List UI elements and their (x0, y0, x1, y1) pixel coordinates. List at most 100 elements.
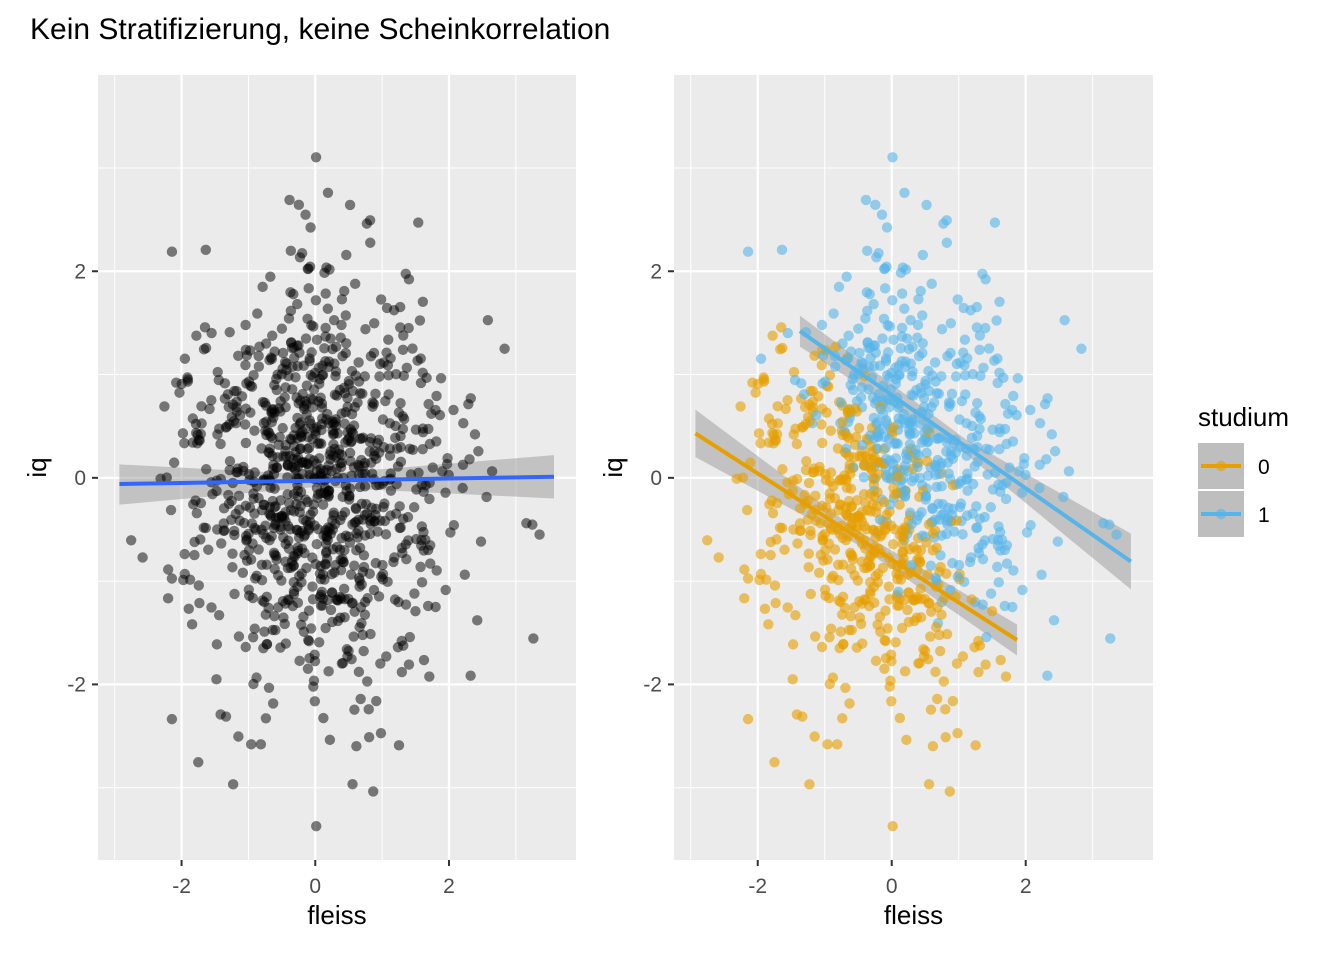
data-point (362, 592, 373, 604)
data-point (303, 523, 315, 534)
data-point-studium-1 (879, 283, 891, 294)
data-point-studium-1 (999, 544, 1011, 556)
data-point-studium-0 (775, 344, 786, 355)
data-point (161, 472, 173, 483)
data-point (309, 649, 320, 660)
data-point-studium-1 (894, 369, 905, 381)
data-point-studium-0 (737, 472, 749, 483)
data-point-studium-1 (959, 334, 971, 345)
data-point-studium-0 (776, 322, 787, 333)
data-point-studium-1 (1076, 343, 1087, 354)
data-point (341, 338, 352, 349)
data-point-studium-0 (845, 610, 856, 622)
data-point (339, 507, 351, 518)
data-point-studium-0 (870, 655, 882, 667)
data-point-studium-1 (960, 370, 971, 381)
data-point (240, 641, 251, 653)
data-point (299, 403, 310, 415)
data-point-studium-1 (1020, 469, 1031, 481)
data-point (249, 425, 260, 436)
data-point (355, 388, 366, 399)
data-point (475, 536, 487, 547)
data-point-studium-1 (987, 484, 999, 495)
data-point (285, 245, 297, 257)
data-point (191, 427, 202, 439)
data-point (381, 651, 392, 662)
data-point (349, 606, 360, 617)
data-point-studium-0 (802, 514, 813, 525)
x-tick-label: 0 (886, 875, 898, 898)
data-point-studium-1 (1063, 466, 1075, 477)
data-point (378, 357, 389, 368)
data-point (240, 530, 252, 542)
data-point-studium-1 (870, 199, 881, 211)
data-point (241, 350, 252, 361)
data-point (283, 497, 295, 509)
data-point (229, 588, 240, 600)
data-point-studium-0 (816, 437, 828, 449)
data-point (306, 319, 317, 331)
data-point-studium-1 (952, 571, 964, 582)
data-point-studium-0 (713, 552, 724, 563)
data-point-studium-0 (901, 734, 912, 746)
data-point (416, 577, 428, 588)
data-point-studium-0 (925, 704, 937, 715)
data-point (285, 524, 296, 535)
data-point (379, 498, 390, 509)
data-point-studium-0 (787, 639, 799, 650)
data-point-studium-0 (840, 682, 851, 693)
data-point-studium-0 (843, 450, 855, 462)
data-point (401, 362, 413, 373)
data-point-studium-0 (742, 573, 754, 584)
data-point-studium-0 (970, 740, 981, 751)
data-point-studium-1 (912, 319, 924, 331)
data-point-studium-0 (887, 422, 899, 433)
data-point (404, 443, 416, 455)
x-tick-label: 2 (443, 875, 455, 898)
data-point (261, 639, 273, 650)
data-point (305, 222, 316, 233)
data-point (344, 199, 356, 211)
data-point-studium-1 (993, 577, 1004, 588)
data-point-studium-0 (947, 695, 959, 707)
data-point-studium-1 (931, 575, 942, 586)
data-point-studium-1 (912, 461, 923, 473)
data-point (373, 434, 385, 445)
data-point (224, 326, 235, 338)
data-point-studium-1 (1042, 670, 1053, 681)
data-point-studium-1 (920, 491, 932, 502)
data-point-studium-0 (878, 496, 890, 508)
data-point (347, 519, 358, 530)
data-point-studium-0 (739, 564, 750, 575)
data-point (261, 429, 272, 441)
data-point-studium-0 (833, 595, 845, 606)
data-point (320, 322, 331, 334)
data-point-studium-1 (917, 310, 928, 321)
data-point (257, 595, 268, 606)
legend-key-point (1215, 460, 1227, 472)
data-point-studium-1 (845, 379, 856, 391)
data-point (499, 343, 510, 354)
data-point-studium-1 (913, 294, 924, 305)
data-point (195, 497, 207, 509)
data-point-studium-0 (938, 676, 949, 687)
data-point (290, 372, 301, 383)
data-point (227, 548, 238, 559)
data-point-studium-1 (926, 278, 937, 290)
data-point-studium-1 (1007, 404, 1018, 416)
data-point (303, 283, 314, 294)
data-point (457, 482, 468, 494)
regression-line-studium-1 (798, 329, 1133, 564)
data-point (384, 443, 396, 454)
data-point-studium-1 (960, 389, 971, 400)
data-point-studium-1 (1039, 398, 1051, 410)
data-point-studium-1 (906, 416, 918, 428)
data-point (245, 739, 257, 750)
data-point (312, 438, 324, 449)
data-point-studium-1 (979, 511, 990, 523)
data-point (291, 392, 302, 403)
data-point-studium-0 (842, 408, 854, 419)
y-tick-label: 2 (650, 260, 662, 283)
data-point-studium-1 (989, 217, 1001, 228)
data-point (263, 682, 275, 693)
